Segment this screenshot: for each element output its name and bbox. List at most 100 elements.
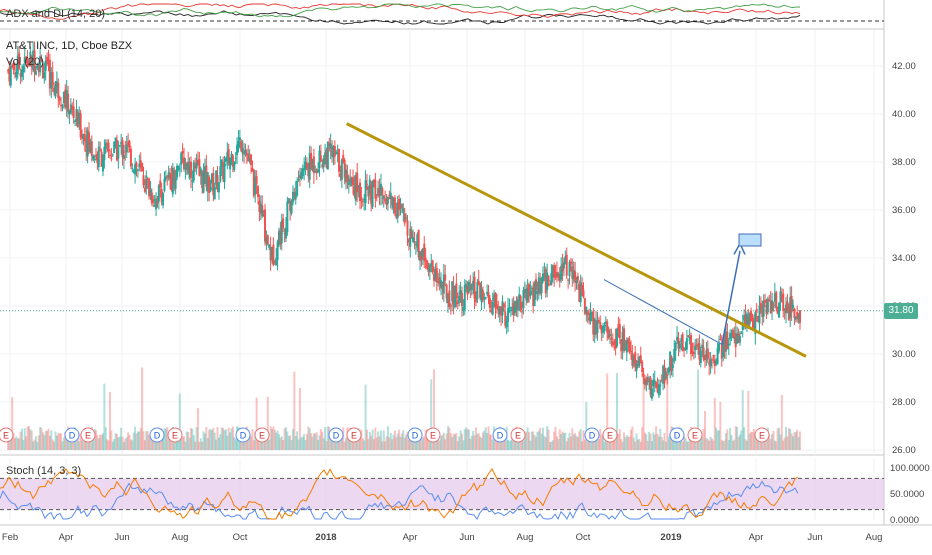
earnings-marker[interactable]: E xyxy=(687,427,703,443)
volume-bar xyxy=(111,441,114,450)
volume-bar xyxy=(423,436,426,450)
candle-body xyxy=(600,326,603,334)
volume-bar xyxy=(562,432,565,450)
candle-body xyxy=(646,377,649,383)
downtrend-line[interactable] xyxy=(345,122,807,358)
volume-bar xyxy=(198,441,201,450)
candle-body xyxy=(722,340,725,357)
earnings-circle xyxy=(0,427,14,443)
dividend-marker[interactable]: D xyxy=(669,427,685,443)
projection-arrow[interactable] xyxy=(721,250,741,345)
candle-body xyxy=(589,312,592,322)
volume-bar xyxy=(155,435,158,450)
dividend-marker[interactable]: D xyxy=(407,427,423,443)
earnings-marker[interactable]: E xyxy=(602,427,618,443)
candle-body xyxy=(792,304,795,308)
earnings-marker[interactable]: E xyxy=(510,427,526,443)
candle-body xyxy=(121,140,124,158)
candle-body xyxy=(706,348,709,359)
volume-bar xyxy=(639,441,642,450)
volume-bar xyxy=(7,434,9,450)
candle-body xyxy=(377,187,380,196)
volume-bar xyxy=(472,430,475,450)
volume-bar xyxy=(530,431,533,450)
volume-bar xyxy=(368,432,371,450)
candle-body xyxy=(192,162,195,181)
volume-bar xyxy=(684,437,687,450)
candle-body xyxy=(779,291,782,303)
volume-bar xyxy=(136,431,139,450)
price-axis[interactable]: 42.0040.0038.0036.0034.0032.0030.0028.00… xyxy=(892,61,916,456)
candle-body xyxy=(547,275,550,282)
volume-bar xyxy=(779,434,782,450)
dividend-marker[interactable]: D xyxy=(64,427,80,443)
symbol-header[interactable]: AT&T INC, 1D, Cboe BZX xyxy=(6,40,133,52)
candle-body xyxy=(304,161,307,170)
volume-bar xyxy=(618,429,621,450)
earnings-marker[interactable]: E xyxy=(80,427,96,443)
earnings-marker[interactable]: E xyxy=(346,427,362,443)
candle-body xyxy=(526,287,529,302)
candle-body xyxy=(554,273,557,277)
volume-bar xyxy=(392,434,395,450)
earnings-marker[interactable]: E xyxy=(167,427,183,443)
volume-bar xyxy=(32,441,35,450)
dividend-marker[interactable]: D xyxy=(584,427,600,443)
time-axis[interactable]: Feb Apr Jun Aug Oct 2018 Apr Jun Aug Oct 2019 Apr Ju… xyxy=(2,532,883,543)
volume-bar xyxy=(702,428,705,450)
candle-body xyxy=(391,196,394,206)
candle-body xyxy=(638,356,641,367)
earnings-marker[interactable]: E xyxy=(254,427,270,443)
dividend-marker[interactable]: D xyxy=(492,427,508,443)
dividend-marker[interactable]: D xyxy=(235,427,251,443)
volume-bar xyxy=(444,439,447,450)
candle-body xyxy=(789,296,792,318)
volume-bar xyxy=(438,440,441,450)
volume-bar xyxy=(479,436,482,450)
earnings-marker[interactable]: E xyxy=(0,427,14,443)
volume-bar xyxy=(131,440,134,450)
candle-body xyxy=(575,279,578,283)
adx-indicator-label[interactable]: ADX and DI (14, 20) xyxy=(6,8,106,20)
candle-body xyxy=(53,87,56,93)
volume-bar xyxy=(325,441,328,450)
earnings-marker[interactable]: E xyxy=(754,427,770,443)
volume-bar xyxy=(582,430,585,450)
dividend-marker[interactable]: D xyxy=(149,427,165,443)
candle-body xyxy=(286,201,289,233)
dividend-marker[interactable]: D xyxy=(328,427,344,443)
volume-bar xyxy=(114,432,117,450)
stoch-axis[interactable]: 100.0000 50.0000 0.0000 xyxy=(890,463,930,526)
candle-body xyxy=(393,197,396,214)
volume-bar xyxy=(230,428,233,450)
volume-bar xyxy=(474,427,477,450)
volume-bar xyxy=(724,433,727,450)
candle-body xyxy=(752,320,755,330)
candle-body xyxy=(284,227,287,239)
earnings-marker[interactable]: E xyxy=(425,427,441,443)
volume-bar xyxy=(666,375,669,450)
target-box[interactable] xyxy=(738,233,762,247)
volume-bar xyxy=(142,431,145,450)
drawing-tools[interactable] xyxy=(345,122,807,358)
candle-body xyxy=(273,261,276,263)
volume-bar xyxy=(266,396,269,450)
stoch-indicator-label[interactable]: Stoch (14, 3, 3) xyxy=(6,465,82,477)
volume-bar xyxy=(705,438,708,450)
secondary-trendline[interactable] xyxy=(603,279,723,345)
volume-bar xyxy=(189,427,192,450)
volume-bar xyxy=(730,435,733,450)
volume-bar xyxy=(346,427,349,450)
volume-bar xyxy=(578,431,581,450)
candle-body xyxy=(515,301,518,308)
candle-body xyxy=(30,56,33,68)
volume-bar xyxy=(62,437,65,450)
volume-indicator-label[interactable]: Vol (20) xyxy=(6,56,44,68)
candle-body xyxy=(357,186,360,189)
time-tick-label: Aug xyxy=(172,532,189,543)
candle-body xyxy=(407,239,410,243)
volume-bar xyxy=(233,436,236,450)
